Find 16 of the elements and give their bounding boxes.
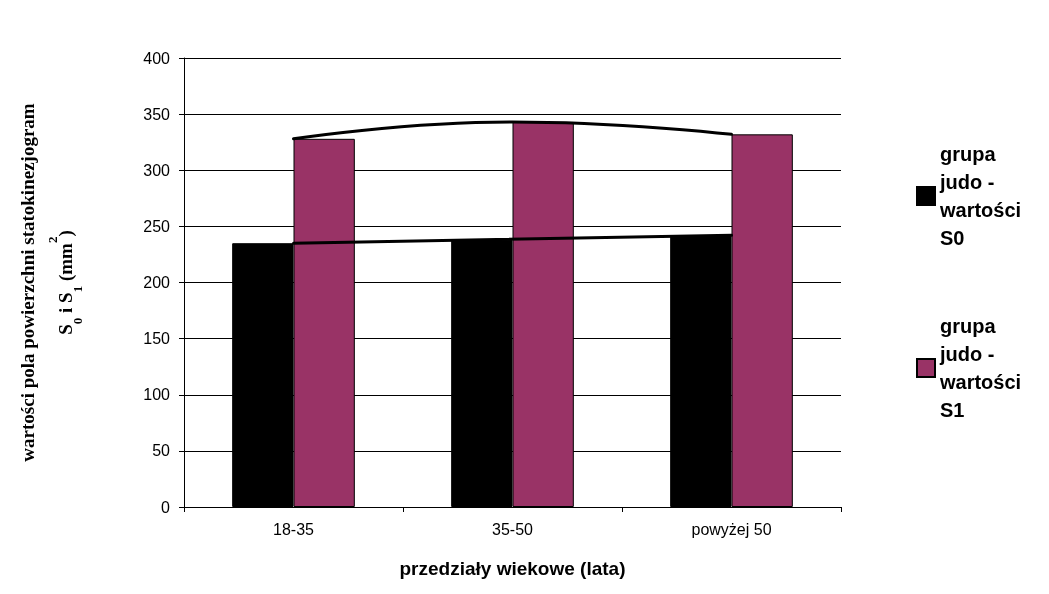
x-axis-title: przedziały wiekowe (lata) — [399, 558, 626, 579]
y-tick-label: 350 — [143, 105, 171, 123]
y-tick-label: 50 — [152, 442, 171, 460]
y-tick-label: 100 — [143, 386, 171, 404]
y-tick-label: 300 — [143, 161, 171, 179]
y-tick-label: 400 — [143, 49, 171, 67]
legend-label: grupa judo - wartości S1 — [939, 315, 1027, 421]
y-tick-label: 200 — [143, 274, 171, 291]
y-tick-label: 250 — [143, 217, 171, 235]
x-tick-label: 35-50 — [492, 520, 534, 538]
x-tick-label: powyżej 50 — [691, 520, 772, 538]
legend-label: grupa judo - wartości S0 — [939, 143, 1027, 249]
y-tick-label: 0 — [161, 498, 171, 516]
x-tick-label: 18-35 — [273, 520, 315, 538]
y-tick-label: 150 — [143, 330, 171, 348]
y-axis-title: wartości pola powierzchni statokinezjogram S0 i S1 (mm2) — [16, 103, 85, 462]
